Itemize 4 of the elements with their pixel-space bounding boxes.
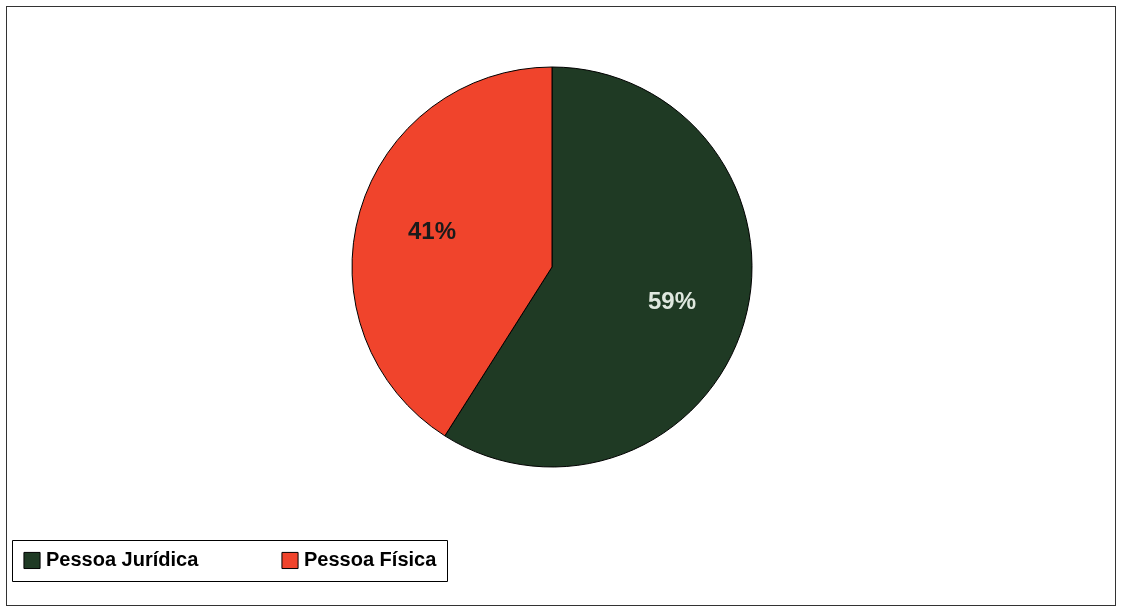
data-label: 59% xyxy=(648,286,697,314)
legend-label: Pessoa Física xyxy=(304,548,438,571)
legend-label: Pessoa Jurídica xyxy=(46,548,200,571)
data-label: 41% xyxy=(407,217,456,245)
